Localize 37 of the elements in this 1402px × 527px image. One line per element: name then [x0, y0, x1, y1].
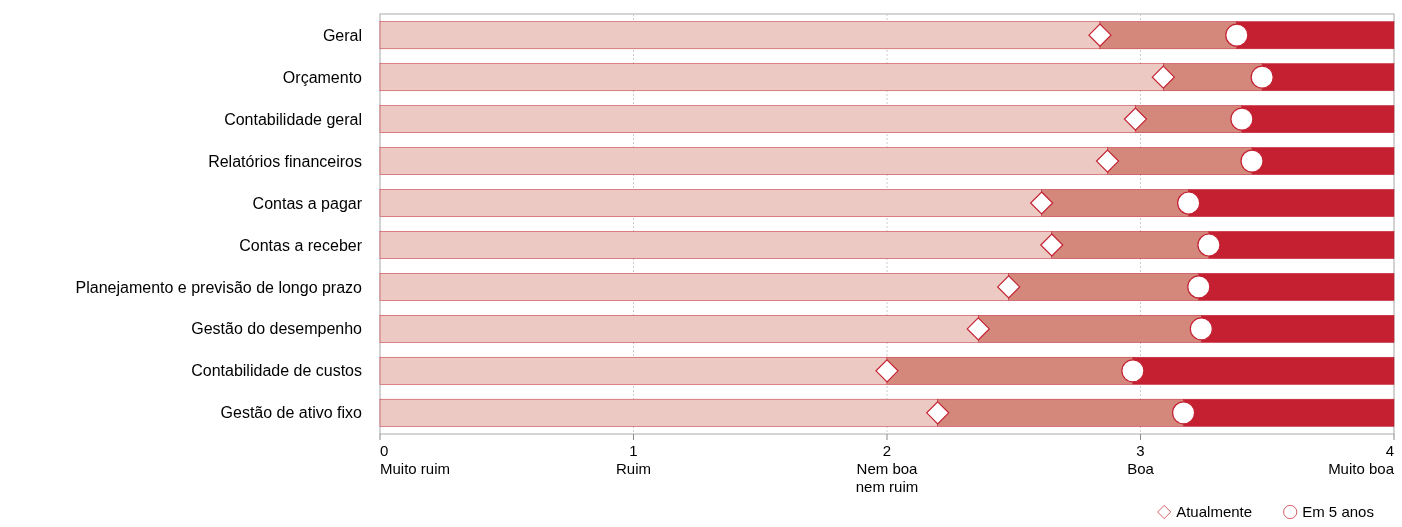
point [1088, 23, 1112, 47]
y-tick-label: Contabilidade geral [224, 110, 362, 128]
y-tick-label: Contabilidade de custos [191, 362, 362, 380]
y-tick-label: Orçamento [282, 68, 363, 86]
point [926, 401, 950, 425]
point [997, 275, 1021, 299]
y-tick-label: Geral [322, 26, 362, 44]
y-tick-label: Planejamento e previsão de longo prazo [75, 278, 363, 296]
x-tick-label: 2 Nem boa nem ruim [855, 442, 919, 495]
x-tick-label: 0 Muito ruim [380, 442, 451, 477]
x-tick-label: 1 Ruim [615, 442, 652, 477]
point [1030, 191, 1054, 215]
y-tick-label: Contas a pagar [252, 194, 363, 212]
point [1225, 23, 1249, 47]
point [1189, 317, 1213, 341]
y-tick-label: Gestão de ativo fixo [220, 404, 363, 422]
point [1197, 233, 1221, 257]
legend-label: Em 5 anos [1302, 503, 1374, 520]
point [1171, 401, 1196, 425]
point [1240, 149, 1264, 173]
y-tick-label: Contas a receber [239, 236, 363, 254]
y-tick-label: Relatórios financeiros [208, 152, 362, 170]
point [1230, 107, 1254, 131]
point [1095, 149, 1120, 173]
x-tick-label: 3 Boa [1127, 442, 1155, 477]
point [1250, 65, 1274, 89]
legend-label: Atualmente [1176, 503, 1253, 520]
point [1187, 275, 1211, 299]
point [875, 359, 899, 383]
point [966, 317, 990, 341]
point [1123, 107, 1148, 131]
x-tick-label: 4 Muito boa [1328, 442, 1395, 477]
point [1040, 233, 1064, 257]
point [1177, 191, 1201, 215]
point [1151, 65, 1175, 89]
y-tick-label: Gestão do desempenho [191, 320, 363, 338]
point [1121, 359, 1145, 383]
